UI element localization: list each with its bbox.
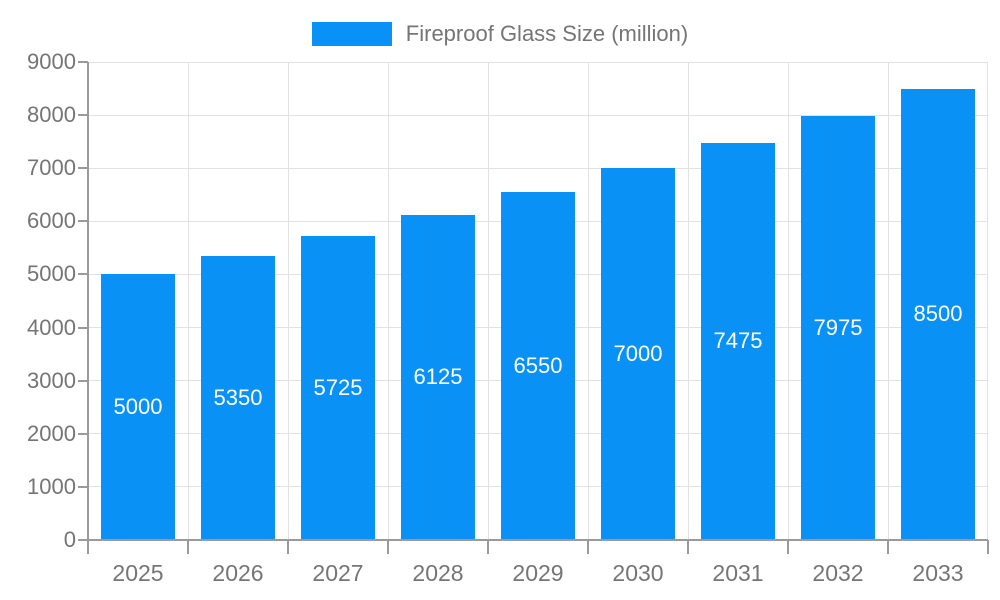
y-axis-line <box>87 62 89 554</box>
y-axis-tick <box>78 326 88 329</box>
x-axis-tick <box>687 540 689 554</box>
grid-line-vertical <box>287 62 289 540</box>
x-axis-tick <box>287 540 289 554</box>
bar-value-label: 5725 <box>313 374 363 400</box>
x-axis-tick-label: 2030 <box>612 560 664 586</box>
x-axis-tick-label: 2031 <box>712 560 764 586</box>
x-axis-tick-label: 2028 <box>412 560 464 586</box>
y-axis-tick <box>78 432 88 435</box>
y-axis-tick-label: 7000 <box>27 155 76 181</box>
legend[interactable]: Fireproof Glass Size (million) <box>0 21 1000 47</box>
grid-line-vertical <box>387 62 389 540</box>
y-axis-tick <box>78 379 88 382</box>
grid-line-horizontal <box>88 167 988 169</box>
grid-line-vertical <box>487 62 489 540</box>
bar-value-label: 6550 <box>513 353 563 379</box>
x-axis-tick <box>87 540 89 554</box>
legend-label[interactable]: Fireproof Glass Size (million) <box>405 21 689 46</box>
y-axis-tick <box>78 61 88 63</box>
y-axis-tick-label: 8000 <box>27 102 76 128</box>
grid-line-vertical <box>187 62 189 540</box>
bar[interactable] <box>401 214 475 540</box>
x-axis-tick-label: 2032 <box>812 560 864 586</box>
grid-line-vertical <box>687 62 689 540</box>
y-axis-tick <box>78 220 88 223</box>
x-axis-line <box>78 539 988 541</box>
x-axis-tick-label: 2029 <box>512 560 564 586</box>
x-axis-tick-label: 2025 <box>112 560 164 586</box>
grid-line-horizontal <box>88 61 988 63</box>
y-axis-tick-label: 6000 <box>27 208 76 234</box>
plot-area: 5000 5350 5725 6125 6550 7000 7475 7975 8500 <box>88 61 988 540</box>
grid-line-vertical <box>887 62 889 540</box>
x-axis-tick <box>787 540 789 554</box>
y-axis-tick-label: 5000 <box>27 261 76 287</box>
bar-value-label: 7475 <box>713 328 763 354</box>
bar-value-label: 7000 <box>613 341 663 367</box>
bar[interactable] <box>701 142 775 540</box>
y-axis-tick-label: 0 <box>63 527 76 552</box>
x-axis-tick-label: 2027 <box>312 560 364 586</box>
y-axis-tick <box>78 273 88 276</box>
bar[interactable] <box>301 235 375 540</box>
bar-value-label: 7975 <box>813 315 863 341</box>
x-axis-tick <box>987 540 989 554</box>
bar[interactable] <box>601 168 675 540</box>
x-axis-tick <box>387 540 389 554</box>
y-axis-tick-label: 3000 <box>27 367 76 393</box>
x-axis-tick-label: 2033 <box>912 560 964 586</box>
y-axis-tick-label: 1000 <box>27 473 76 499</box>
grid-line-vertical <box>986 62 988 540</box>
bar[interactable] <box>901 88 975 540</box>
bar[interactable] <box>501 192 575 540</box>
x-axis-tick <box>487 540 489 554</box>
bar-value-label: 5350 <box>213 384 263 410</box>
x-axis-tick <box>587 540 589 554</box>
y-axis-tick <box>78 167 88 170</box>
bar[interactable] <box>101 274 175 540</box>
y-axis-tick-label: 9000 <box>27 49 76 74</box>
y-axis-tick <box>78 485 88 488</box>
x-axis-tick-label: 2026 <box>212 560 264 586</box>
bar-value-label: 6125 <box>413 364 463 390</box>
bar-value-label: 5000 <box>113 394 163 420</box>
x-axis-tick <box>187 540 189 554</box>
y-axis-tick-label: 2000 <box>27 420 76 446</box>
grid-line-vertical <box>787 62 789 540</box>
bar[interactable] <box>801 116 875 540</box>
bar[interactable] <box>201 255 275 540</box>
legend-swatch[interactable] <box>311 22 392 46</box>
grid-line-horizontal <box>88 114 988 116</box>
y-axis-tick-label: 4000 <box>27 314 76 340</box>
bar-value-label: 8500 <box>913 301 963 327</box>
x-axis-tick <box>887 540 889 554</box>
y-axis-tick <box>78 114 88 117</box>
grid-line-vertical <box>587 62 589 540</box>
